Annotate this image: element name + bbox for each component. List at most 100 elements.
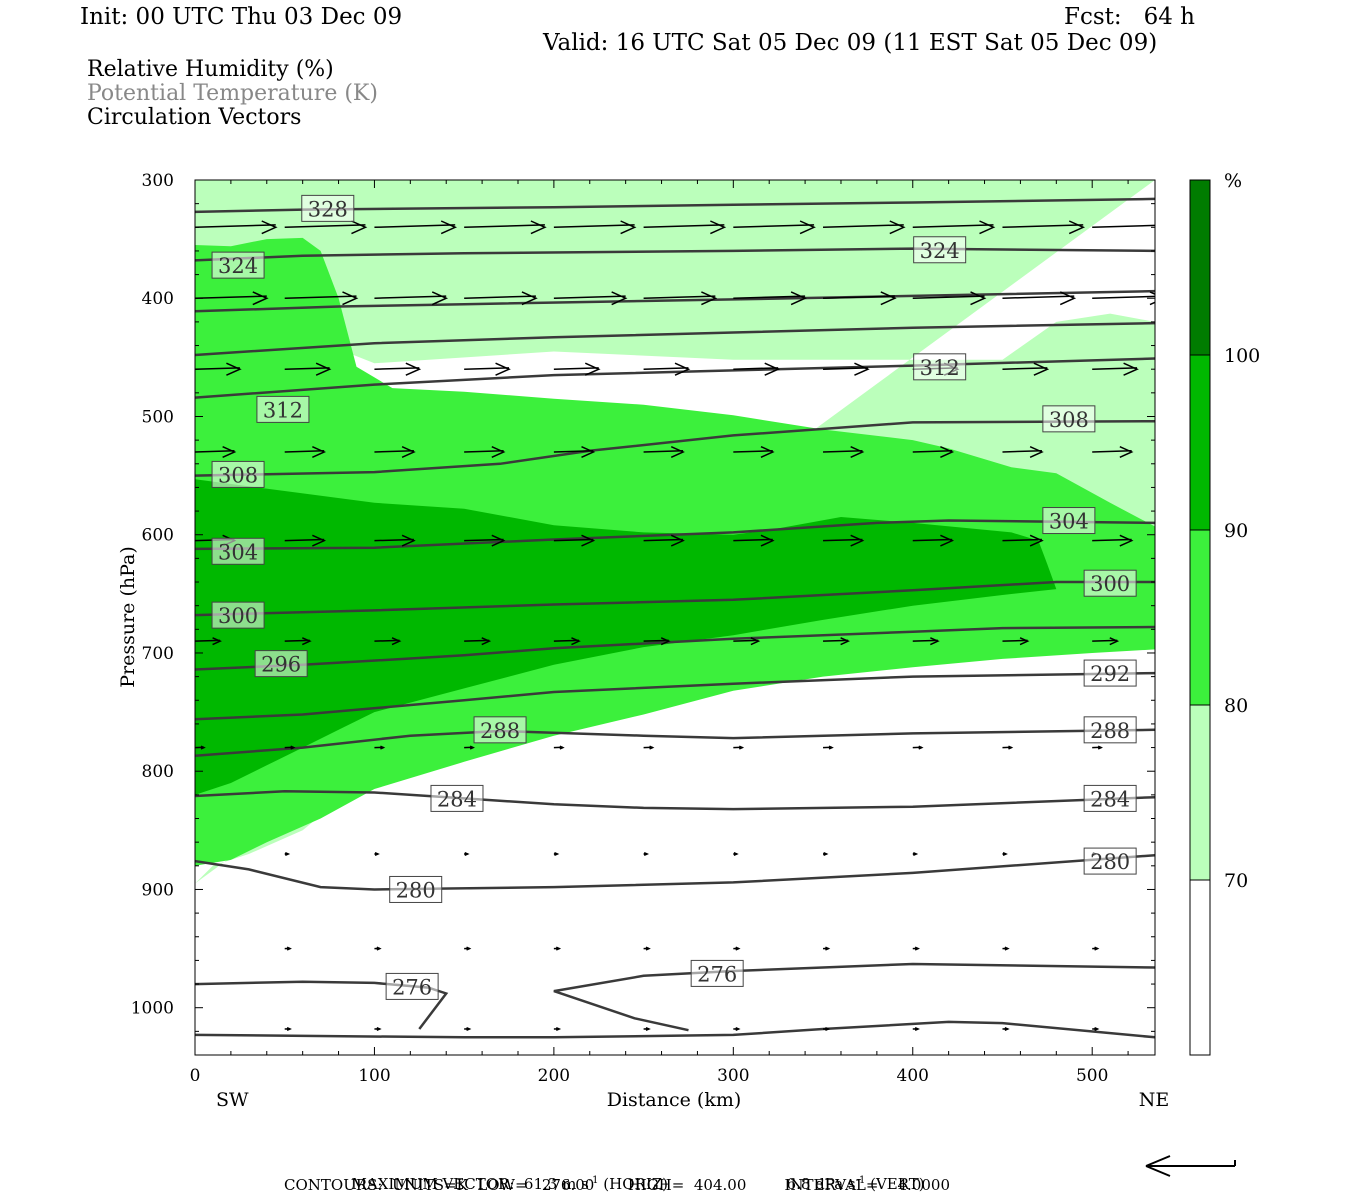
- vector-head: [286, 1026, 292, 1032]
- vector-arrow: [284, 637, 312, 646]
- vector-head: [660, 637, 671, 646]
- vector-shaft: [1092, 367, 1138, 370]
- vector-head: [790, 291, 807, 306]
- vector-arrow: [912, 534, 955, 547]
- vector-arrow: [643, 745, 655, 750]
- theta-label-text: 324: [218, 254, 258, 278]
- theta-label-text: 308: [1049, 408, 1089, 432]
- theta-label-box: [430, 784, 484, 812]
- vector-arrow: [464, 745, 475, 750]
- theta-label-text: 308: [218, 463, 258, 487]
- vector-arrow: [733, 291, 807, 306]
- vector-head: [530, 220, 547, 235]
- vector-head: [825, 946, 831, 951]
- vector-head: [1068, 220, 1086, 235]
- theta-labels: 328 324 324 312 312 308 308 304 304 300 300 296 292 2…: [211, 194, 1137, 1000]
- vector-shaft: [912, 295, 985, 299]
- vector-head: [940, 534, 955, 547]
- vector-arrow: [823, 291, 897, 306]
- vector-arrow: [733, 220, 816, 235]
- vector-head: [1109, 637, 1120, 646]
- vector-shaft: [284, 295, 357, 299]
- vector-arrow: [553, 851, 560, 857]
- theta-contour-288: [195, 728, 1155, 758]
- x-axis-title: Distance (km): [607, 1089, 742, 1111]
- vector-head: [889, 220, 906, 235]
- vector-head: [840, 637, 850, 646]
- vector-arrow: [374, 745, 386, 750]
- vector-shaft: [374, 639, 400, 642]
- theta-label-box: [211, 601, 265, 629]
- vector-head: [351, 220, 368, 235]
- theta-label-text: 292: [1090, 662, 1130, 686]
- vector-shaft: [912, 538, 953, 542]
- theta-label-box: [1042, 405, 1096, 433]
- vector-arrow: [1092, 221, 1173, 234]
- vector-shaft: [284, 367, 330, 370]
- vector-arrow: [912, 220, 996, 235]
- max-vector-vert-exp: -1: [855, 1175, 866, 1186]
- vector-shaft: [195, 639, 221, 642]
- vector-arrow: [464, 291, 538, 306]
- vector-head: [212, 637, 222, 646]
- vector-head: [401, 534, 416, 547]
- vector-arrow: [374, 220, 458, 235]
- vector-shaft: [195, 295, 267, 299]
- vector-shaft: [733, 224, 815, 229]
- vector-arrow: [284, 291, 359, 306]
- vector-arrow: [912, 745, 924, 750]
- theta-label-box: [385, 972, 439, 1000]
- circulation-vectors: [195, 220, 1173, 1032]
- vector-arrow: [733, 851, 739, 857]
- vector-arrow: [733, 1026, 741, 1032]
- max-vector-vert-label: (VERT): [865, 1175, 925, 1193]
- theta-label-box: [913, 353, 967, 381]
- vector-head: [670, 534, 685, 547]
- theta-label-276: 276: [690, 959, 744, 987]
- theta-label-box: [1083, 784, 1137, 812]
- vector-head: [491, 534, 506, 547]
- vector-arrow: [643, 946, 651, 951]
- y-tick-label: 500: [142, 407, 174, 427]
- vector-head: [380, 745, 386, 750]
- vector-head: [760, 445, 775, 458]
- vector-head: [495, 362, 511, 376]
- y-tick-label: 300: [142, 171, 174, 191]
- vector-head: [828, 745, 834, 750]
- vector-arrow: [464, 445, 506, 458]
- vector-head: [1097, 745, 1103, 750]
- vector-head: [581, 445, 596, 458]
- vector-head: [940, 445, 955, 458]
- vector-shaft: [733, 639, 759, 642]
- vector-head: [760, 534, 775, 547]
- vector-head: [1059, 291, 1077, 306]
- vector-arrow: [823, 1026, 831, 1032]
- vector-arrow: [823, 445, 865, 458]
- axes: 0 100 200 300 400 500 300 400 500 600 700 800 900 100…: [131, 171, 1155, 1086]
- vector-arrow: [1002, 445, 1044, 458]
- y-tick-label: 900: [142, 880, 174, 900]
- vector-shaft: [195, 450, 235, 453]
- vector-head: [1019, 637, 1030, 646]
- vector-arrow: [1092, 946, 1100, 951]
- colorbar-80-90: [1189, 529, 1211, 706]
- vector-head: [440, 220, 458, 235]
- vector-arrow: [284, 362, 332, 376]
- vector-head: [733, 851, 739, 857]
- vector-shaft: [1092, 224, 1155, 229]
- vector-arrow: [195, 291, 269, 306]
- theta-label-284: 284: [1083, 784, 1137, 812]
- vector-arrow: [553, 637, 581, 646]
- theta-label-284: 284: [430, 784, 484, 812]
- vector-head: [1159, 221, 1173, 234]
- vector-shaft: [1002, 224, 1084, 229]
- vector-arrow: [1092, 745, 1103, 750]
- theta-label-292: 292: [1083, 659, 1137, 687]
- theta-label-text: 288: [1090, 719, 1130, 743]
- max-vector-vert: 6.8 dPa s: [786, 1175, 856, 1193]
- vector-arrow: [195, 362, 242, 376]
- vector-arrow: [733, 946, 741, 951]
- theta-contour-320: [195, 289, 1155, 313]
- vector-head: [735, 946, 741, 951]
- vector-arrow: [1092, 1026, 1100, 1032]
